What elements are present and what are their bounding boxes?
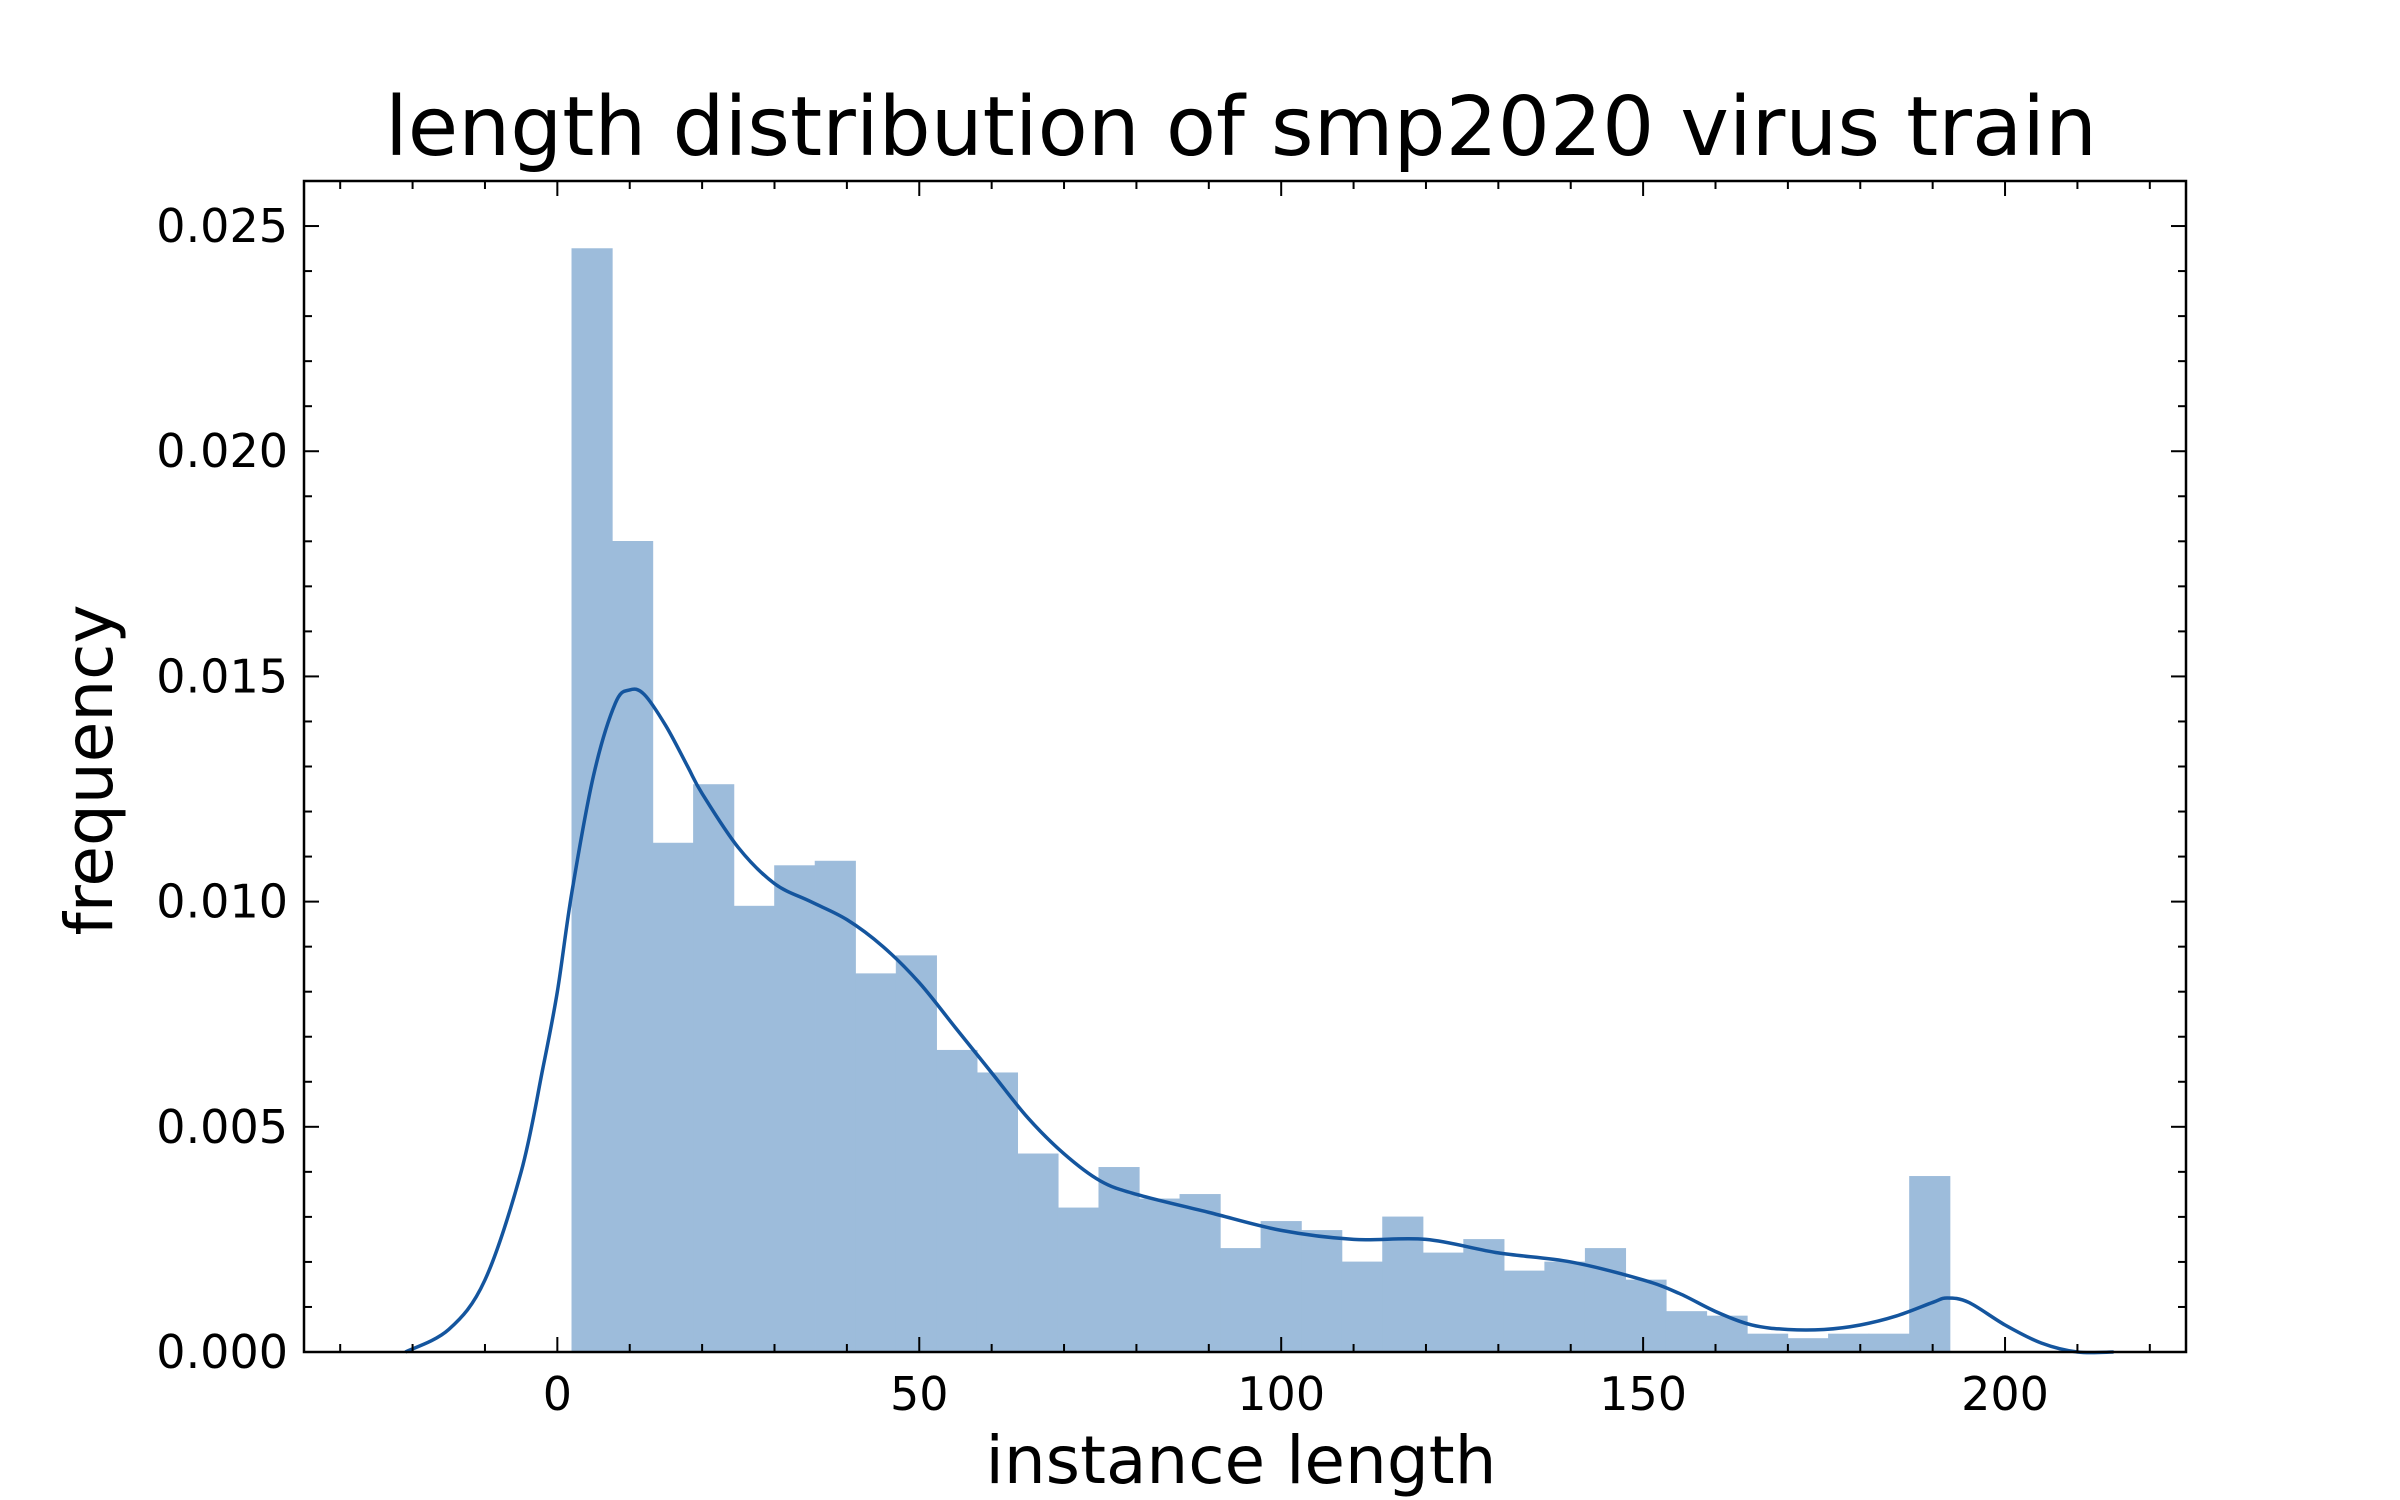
- y-tick-label: 0.010: [156, 875, 288, 929]
- histogram-bar: [1868, 1333, 1910, 1353]
- chart-title: length distribution of smp2020 virus tra…: [385, 80, 2097, 175]
- x-tick-label: 50: [890, 1367, 949, 1421]
- histogram-bar: [1422, 1252, 1464, 1353]
- histogram-bar: [1139, 1198, 1181, 1353]
- histogram-bar: [1463, 1239, 1505, 1353]
- kde-curve: [404, 687, 2114, 1355]
- histogram-bar: [774, 865, 816, 1353]
- histogram-bar: [1665, 1311, 1708, 1353]
- histogram-bar: [612, 541, 654, 1353]
- x-tick-label: 0: [543, 1367, 572, 1421]
- y-tick-label: 0.005: [156, 1100, 288, 1154]
- x-tick-label: 150: [1599, 1367, 1687, 1421]
- histogram-bar: [693, 784, 735, 1353]
- histogram-bar: [571, 248, 613, 1353]
- histogram-bar: [1260, 1221, 1302, 1353]
- histogram-bar: [1909, 1176, 1951, 1353]
- histogram-bar: [1220, 1248, 1262, 1353]
- histogram-bar: [855, 973, 897, 1353]
- y-tick-label: 0.000: [156, 1325, 288, 1379]
- histogram-bar: [1584, 1248, 1627, 1353]
- histogram-bar: [733, 905, 775, 1353]
- histogram-bar: [814, 860, 856, 1353]
- histogram-bar: [652, 842, 694, 1353]
- histogram-bar: [1544, 1261, 1586, 1353]
- bars-layer: [571, 248, 1951, 1353]
- histogram-bar: [1179, 1194, 1221, 1353]
- histogram-bar: [936, 1049, 978, 1353]
- ticks-layer: [304, 180, 2186, 1353]
- y-tick-label: 0.015: [156, 649, 288, 703]
- histogram-bar: [1098, 1167, 1140, 1353]
- histogram-bar: [895, 955, 937, 1353]
- histogram-bar: [1341, 1261, 1383, 1353]
- y-tick-label: 0.020: [156, 424, 288, 478]
- histogram-bar: [1747, 1333, 1789, 1353]
- histogram-bar: [976, 1072, 1019, 1353]
- x-tick-label: 100: [1237, 1367, 1325, 1421]
- kde-layer: [404, 687, 2114, 1355]
- histogram-bar: [1017, 1153, 1059, 1353]
- y-axis-label: frequency: [51, 604, 128, 935]
- histogram-bar: [1828, 1333, 1870, 1353]
- histogram-bar: [1301, 1230, 1343, 1353]
- histogram-bar: [1625, 1279, 1667, 1353]
- histogram-bar: [1057, 1207, 1100, 1353]
- x-axis-label: instance length: [986, 1422, 1497, 1499]
- x-tick-label: 200: [1961, 1367, 2049, 1421]
- histogram-bar: [1503, 1270, 1545, 1353]
- tick-labels-layer: 0 50 100 150 200 0.000 0.005 0.010 0.015 0.020 0.0…: [156, 199, 2049, 1421]
- histogram-bar: [1787, 1338, 1829, 1353]
- y-tick-label: 0.025: [156, 199, 288, 253]
